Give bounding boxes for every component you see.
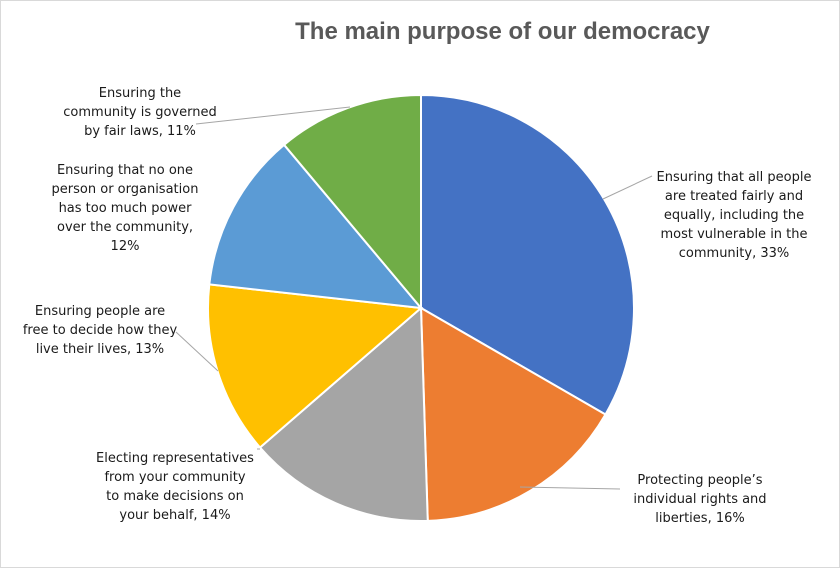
slice-label-line: community, 33% <box>678 246 790 261</box>
slice-label-individual-rights: Protecting people’s individual rights and… <box>610 471 790 528</box>
slice-label-line: individual rights and <box>633 492 767 507</box>
leader-line-individual-rights <box>519 486 621 490</box>
slice-label-line: to make decisions on <box>106 489 244 504</box>
slice-label-electing-representatives: Electing representatives from your commun… <box>80 449 270 525</box>
slice-label-fair-equal-treatment: Ensuring that all people are treated fair… <box>640 168 828 263</box>
slice-label-line: most vulnerable in the <box>660 227 808 242</box>
slice-label-line: live their lives, 13% <box>35 342 165 357</box>
leader-line-fair-equal-treatment <box>602 175 653 200</box>
leader-line-fair-laws <box>195 106 351 125</box>
slice-label-line: has too much power <box>58 201 192 216</box>
pie-slice-no-excess-power <box>208 143 424 310</box>
slice-label-line: Ensuring people are <box>34 304 166 319</box>
slice-label-fair-laws: Ensuring the community is governed by fair… <box>55 84 225 141</box>
leader-line-free-to-decide <box>175 331 219 372</box>
leader-lines <box>175 106 653 490</box>
slice-label-line: Ensuring the <box>98 86 182 101</box>
pie-slices <box>206 93 635 522</box>
slice-label-line: equally, including the <box>663 208 805 223</box>
slice-label-line: your behalf, 14% <box>119 508 231 523</box>
slice-label-line: 12% <box>110 239 140 254</box>
pie-slice-individual-rights <box>419 306 607 522</box>
slice-label-line: over the community, <box>56 220 194 235</box>
slice-label-line: from your community <box>104 470 246 485</box>
slice-label-line: liberties, 16% <box>655 511 745 526</box>
slice-label-line: person or organisation <box>51 182 199 197</box>
slice-label-no-excess-power: Ensuring that no one person or organisati… <box>40 161 210 256</box>
slice-label-line: Protecting people’s <box>637 473 763 488</box>
slice-label-line: are treated fairly and <box>664 189 804 204</box>
slice-label-line: Ensuring that all people <box>656 170 812 185</box>
slice-label-line: by fair laws, 11% <box>84 124 196 139</box>
slice-label-line: Electing representatives <box>96 451 254 466</box>
pie-slice-fair-equal-treatment <box>420 93 635 416</box>
pie-slice-fair-laws <box>282 93 422 311</box>
slice-label-free-to-decide: Ensuring people are free to decide how th… <box>15 302 185 359</box>
slice-label-line: Ensuring that no one <box>56 163 194 178</box>
chart-title: The main purpose of our democracy <box>295 18 710 45</box>
pie-slice-electing-representatives <box>258 305 429 522</box>
slice-label-line: community is governed <box>63 105 217 120</box>
slice-label-line: free to decide how they <box>22 323 178 338</box>
